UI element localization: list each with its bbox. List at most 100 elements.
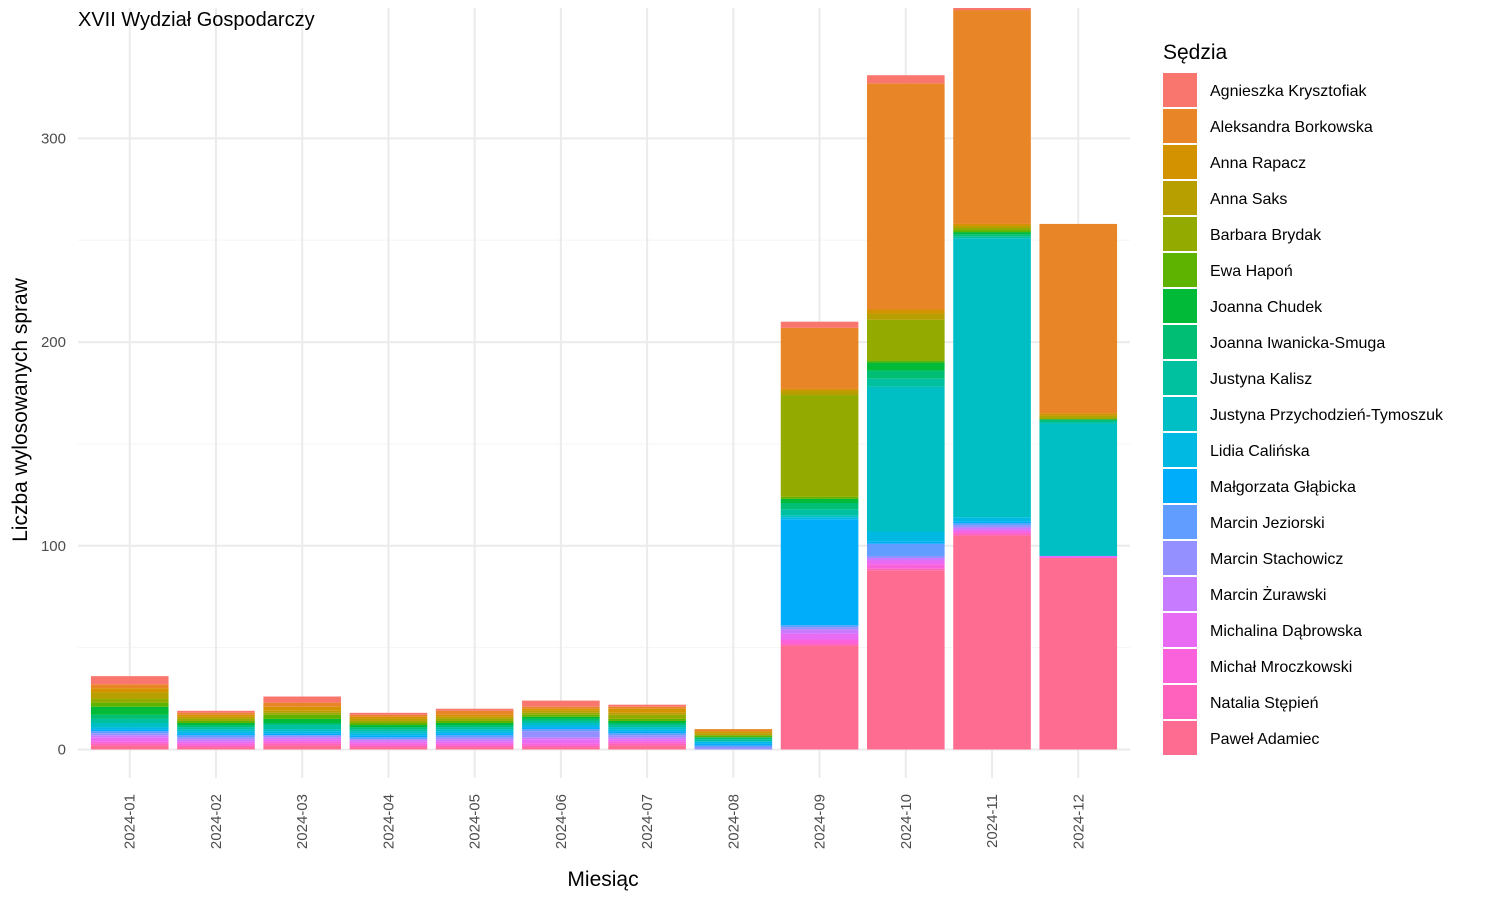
- bar-segment: [780, 629, 859, 634]
- bar-segment: [435, 718, 514, 721]
- bar-segment: [349, 729, 428, 732]
- bar-segment: [349, 733, 428, 736]
- bar-segment: [90, 688, 169, 693]
- bar-segment: [867, 568, 945, 571]
- bar-segment: [694, 745, 773, 748]
- bar-segment: [435, 747, 514, 750]
- legend-swatch: [1163, 469, 1197, 503]
- bar-segment: [263, 745, 341, 750]
- bar-segment: [608, 739, 686, 742]
- bar-segment: [780, 643, 859, 646]
- legend-label: Małgorzata Głąbicka: [1210, 479, 1356, 496]
- bar-segment: [177, 714, 255, 717]
- bar-segment: [953, 535, 1031, 750]
- bar-segment: [90, 692, 169, 699]
- bar-segment: [608, 729, 686, 732]
- bar-segment: [780, 496, 859, 499]
- legend-label: Agnieszka Krysztofiak: [1210, 83, 1368, 100]
- bar-segment: [435, 741, 514, 744]
- y-tick-label: 0: [58, 741, 66, 758]
- bar-segment: [867, 309, 945, 314]
- bar-segment: [867, 386, 945, 532]
- x-tick-label: 2024-11: [984, 794, 1001, 848]
- bar-segment: [780, 395, 859, 497]
- bar-segment: [263, 706, 341, 711]
- bar-segment: [608, 708, 686, 713]
- bar-segment: [349, 743, 428, 746]
- bar-segment: [694, 739, 773, 742]
- bar-segment: [90, 723, 169, 728]
- legend-swatch: [1163, 289, 1197, 323]
- bar-segment: [867, 531, 945, 542]
- bar-segment: [522, 706, 600, 709]
- bar-segment: [435, 727, 514, 730]
- bar-segment: [522, 708, 600, 711]
- legend-swatch: [1163, 397, 1197, 431]
- bar-segment: [780, 625, 859, 628]
- bar-segment: [953, 521, 1031, 524]
- bar-segment: [177, 725, 255, 728]
- bar-segment: [522, 727, 600, 730]
- bar-segment: [867, 564, 945, 569]
- bar-segment: [177, 735, 255, 738]
- legend-label: Aleksandra Borkowska: [1210, 119, 1373, 136]
- bar-segment: [349, 716, 428, 719]
- legend: Sędzia Agnieszka Krysztofiak Aleksandra B…: [1163, 41, 1444, 755]
- bar-segment: [608, 704, 686, 707]
- bar-segment: [263, 718, 341, 723]
- x-tick-label: 2024-01: [122, 794, 139, 849]
- legend-swatch: [1163, 541, 1197, 575]
- bar-segment: [780, 639, 859, 644]
- legend-label: Justyna Kalisz: [1210, 371, 1312, 388]
- bar-segment: [608, 735, 686, 738]
- bar-segment: [177, 747, 255, 750]
- bar-segment: [263, 725, 341, 730]
- bar-segment: [608, 737, 686, 740]
- legend-label: Joanna Chudek: [1210, 299, 1323, 316]
- bar-segment: [263, 743, 341, 746]
- bar-segment: [263, 696, 341, 703]
- legend-label: Anna Rapacz: [1210, 155, 1306, 172]
- bar-segment: [263, 731, 341, 734]
- bar-segment: [867, 360, 945, 363]
- bar-segment: [349, 723, 428, 726]
- bar-segment: [522, 716, 600, 719]
- bar-segment: [435, 714, 514, 717]
- bar-segment: [90, 706, 169, 715]
- legend-label: Marcin Żurawski: [1210, 585, 1326, 604]
- bar-segment: [953, 523, 1031, 526]
- bar-segment: [780, 519, 859, 626]
- x-tick-label: 2024-12: [1070, 794, 1087, 849]
- bar-segment: [522, 743, 600, 746]
- bar-segment: [522, 731, 600, 738]
- bar-segment: [435, 723, 514, 726]
- bar-segment: [1039, 423, 1118, 556]
- legend-swatch: [1163, 361, 1197, 395]
- legend-swatch: [1163, 73, 1197, 107]
- bar-segment: [953, 223, 1031, 226]
- bar-segment: [177, 743, 255, 746]
- x-tick-label: 2024-09: [812, 794, 829, 849]
- bar-segment: [522, 725, 600, 728]
- bar-segment: [1039, 223, 1118, 414]
- bar-segment: [867, 370, 945, 379]
- bar-segment: [349, 714, 428, 717]
- bar-segment: [608, 731, 686, 734]
- bar-segment: [608, 725, 686, 728]
- legend-swatch: [1163, 721, 1197, 755]
- bar-segment: [90, 718, 169, 723]
- x-tick-label: 2024-07: [639, 794, 656, 849]
- bar-segment: [867, 541, 945, 544]
- bar-segment: [349, 737, 428, 740]
- bar-segment: [177, 733, 255, 736]
- bar-segment: [608, 733, 686, 736]
- x-tick-label: 2024-02: [208, 794, 225, 849]
- bar-segment: [953, 238, 1031, 518]
- bar-segment: [522, 723, 600, 726]
- legend-label: Marcin Stachowicz: [1210, 551, 1343, 568]
- bar-segment: [780, 498, 859, 503]
- legend-label: Justyna Przychodzień-Tymoszuk: [1210, 407, 1444, 424]
- bar-segment: [867, 319, 945, 361]
- bar-segment: [867, 313, 945, 320]
